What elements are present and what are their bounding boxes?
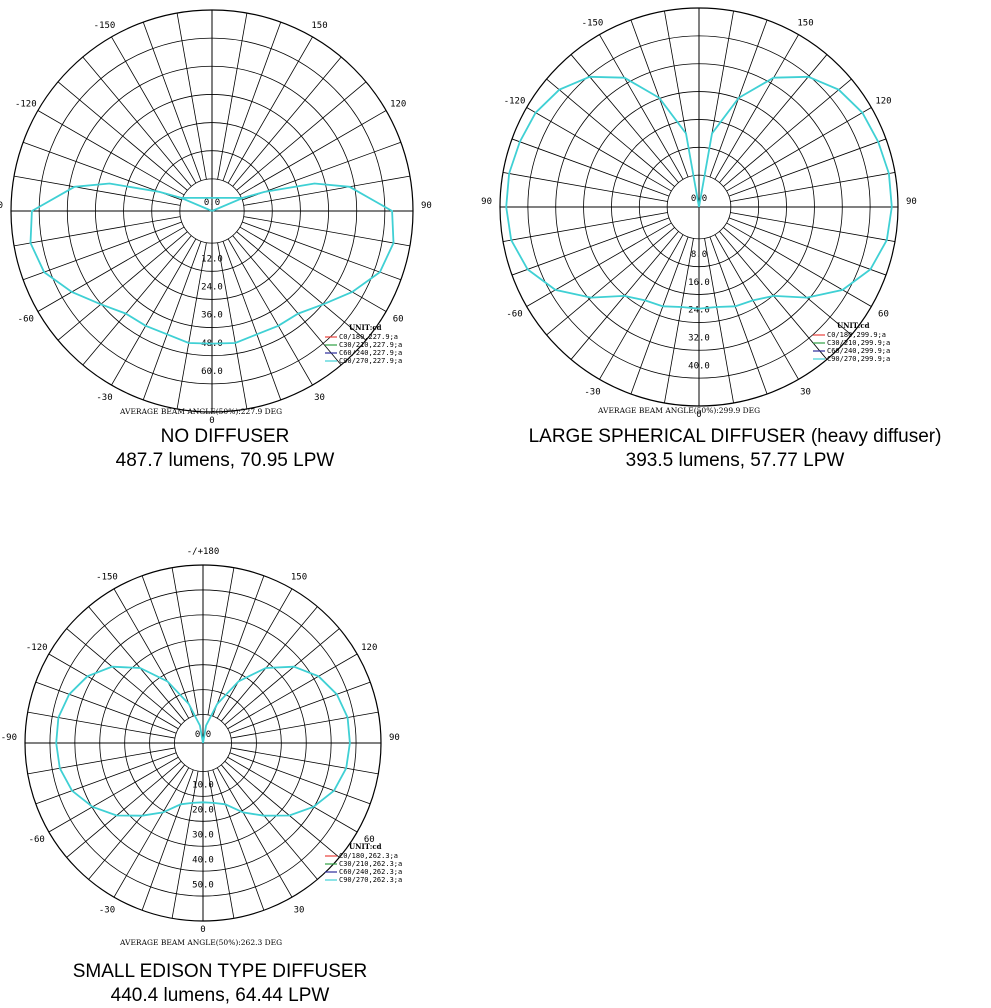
radial-tick-label: 0.0 (691, 194, 707, 204)
legend-entry: C0/180,299.9;a (827, 331, 886, 339)
polar-chart-small-edison-diffuser: 0.0 10.0 20.0 30.0 40.0 50.0 -/+180 150 120 90 60 3… (0, 547, 460, 965)
polar-chart-svg: 0.012.024.036.048.060.0-/+18015012090603… (0, 0, 432, 426)
angle-label: -150 (96, 573, 118, 583)
legend-entry: C30/210,299.9;a (827, 339, 890, 347)
angle-label: -/+180 (196, 0, 229, 2)
radial-tick-label: 20.0 (192, 806, 214, 816)
legend-entry: C90/270,262.3;a (339, 876, 402, 884)
caption-no-diffuser: NO DIFFUSER 487.7 lumens, 70.95 LPW (95, 425, 355, 473)
angle-label: -60 (506, 310, 522, 320)
angle-label: -120 (15, 100, 37, 110)
beam-angle-text: AVERAGE BEAM ANGLE(50%):299.9 DEG (597, 406, 760, 415)
legend-entry: C30/210,227.9;a (339, 341, 402, 349)
legend-title: UNIT:cd (349, 842, 382, 851)
legend-entry: C60/240,299.9;a (827, 347, 890, 355)
beam-angle-text: AVERAGE BEAM ANGLE(50%):262.3 DEG (119, 938, 282, 947)
angle-label: 90 (389, 733, 400, 743)
caption-large-spherical-diffuser: LARGE SPHERICAL DIFFUSER (heavy diffuser… (485, 425, 985, 473)
polar-chart-svg: 0.0 10.0 20.0 30.0 40.0 50.0 -/+180 150 120 90 60 3… (1, 547, 402, 947)
radial-tick-label: 24.0 (688, 306, 710, 316)
angle-label: -120 (26, 643, 48, 653)
legend-entry: C60/240,227.9;a (339, 349, 402, 357)
caption-title: LARGE SPHERICAL DIFFUSER (heavy diffuser… (528, 426, 942, 447)
intensity-curve-connector (211, 197, 244, 212)
legend-entry: C30/210,262.3;a (339, 860, 402, 868)
angle-label: -150 (94, 21, 116, 31)
angle-label: -30 (99, 905, 115, 915)
radial-tick-label: 0.0 (204, 198, 220, 208)
legend-entry: C60/240,262.3;a (339, 868, 402, 876)
angle-label: 150 (797, 19, 813, 29)
radial-tick-label: 32.0 (688, 334, 710, 344)
radial-tick-label: 40.0 (192, 855, 214, 865)
caption-small-edison-diffuser: SMALL EDISON TYPE DIFFUSER 440.4 lumens,… (20, 960, 420, 1008)
radial-tick-label: 16.0 (688, 278, 710, 288)
polar-chart-svg: 0.08.016.024.032.040.0-/+180150120906030… (481, 7, 917, 420)
radial-tick-label: 0.0 (195, 730, 211, 740)
angle-label: 90 (0, 201, 3, 211)
angle-label: 90 (481, 197, 492, 207)
polar-chart-large-spherical-diffuser: 0.08.016.024.032.040.0-/+180150120906030… (481, 0, 950, 420)
legend-entry: C0/180,227.9;a (339, 333, 398, 341)
radial-tick-label: 36.0 (201, 311, 223, 321)
intensity-curve (29, 182, 395, 345)
radial-tick-label: 24.0 (201, 283, 223, 293)
legend-title: UNIT:cd (837, 321, 870, 330)
angle-label: 120 (390, 100, 406, 110)
caption-lumens: 487.7 lumens, 70.95 LPW (115, 450, 335, 471)
angle-label: -90 (1, 733, 17, 743)
radial-tick-label: 60.0 (201, 367, 223, 377)
angle-label: 60 (878, 310, 889, 320)
radial-tick-label: 10.0 (192, 781, 214, 791)
angle-label: 150 (311, 21, 327, 31)
legend-entry: C90/270,227.9;a (339, 357, 402, 365)
radial-tick-label: 30.0 (192, 831, 214, 841)
angle-label: -60 (29, 835, 45, 845)
caption-lumens: 393.5 lumens, 57.77 LPW (625, 450, 845, 471)
angle-label: -30 (584, 387, 600, 397)
angle-label: 0 (200, 925, 205, 935)
angle-label: 60 (393, 315, 404, 325)
caption-title: SMALL EDISON TYPE DIFFUSER (72, 961, 368, 982)
intensity-curve (505, 75, 893, 310)
angle-label: -/+180 (187, 547, 220, 557)
radial-tick-label: 12.0 (201, 254, 223, 264)
angle-label: -150 (582, 19, 604, 29)
angle-label: -60 (18, 315, 34, 325)
legend-entry: C0/180,262.3;a (339, 852, 398, 860)
polar-chart-no-diffuser: 0.012.024.036.048.060.0-/+18015012090603… (0, 0, 460, 426)
legend-title: UNIT:cd (349, 323, 382, 332)
intensity-curve (55, 665, 351, 817)
radial-tick-label: 8.0 (691, 250, 707, 260)
angle-label: 0 (696, 410, 701, 420)
angle-label: 30 (800, 387, 811, 397)
angle-label: 0 (209, 416, 214, 426)
angle-label: 150 (291, 573, 307, 583)
angle-label: 30 (314, 393, 325, 403)
angle-label: 90 (421, 201, 432, 211)
radial-tick-label: 40.0 (688, 361, 710, 371)
angle-label: 90 (906, 197, 917, 207)
angle-label: 60 (364, 835, 375, 845)
beam-angle-text: AVERAGE BEAM ANGLE(50%):227.9 DEG (119, 407, 282, 416)
legend-entry: C90/270,299.9;a (827, 355, 890, 363)
angle-label: -30 (96, 393, 112, 403)
angle-label: 120 (875, 97, 891, 107)
angle-label: -120 (504, 97, 526, 107)
caption-title: NO DIFFUSER (160, 426, 290, 447)
intensity-curve-connector (180, 197, 213, 212)
angle-label: 120 (361, 643, 377, 653)
radial-tick-label: 50.0 (192, 880, 214, 890)
caption-lumens: 440.4 lumens, 64.44 LPW (110, 985, 330, 1006)
angle-label: 30 (294, 905, 305, 915)
